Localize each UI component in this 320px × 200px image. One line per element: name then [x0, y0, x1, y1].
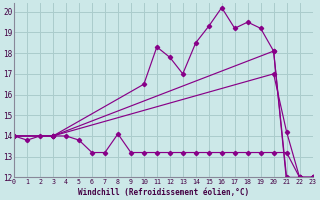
X-axis label: Windchill (Refroidissement éolien,°C): Windchill (Refroidissement éolien,°C) — [78, 188, 249, 197]
